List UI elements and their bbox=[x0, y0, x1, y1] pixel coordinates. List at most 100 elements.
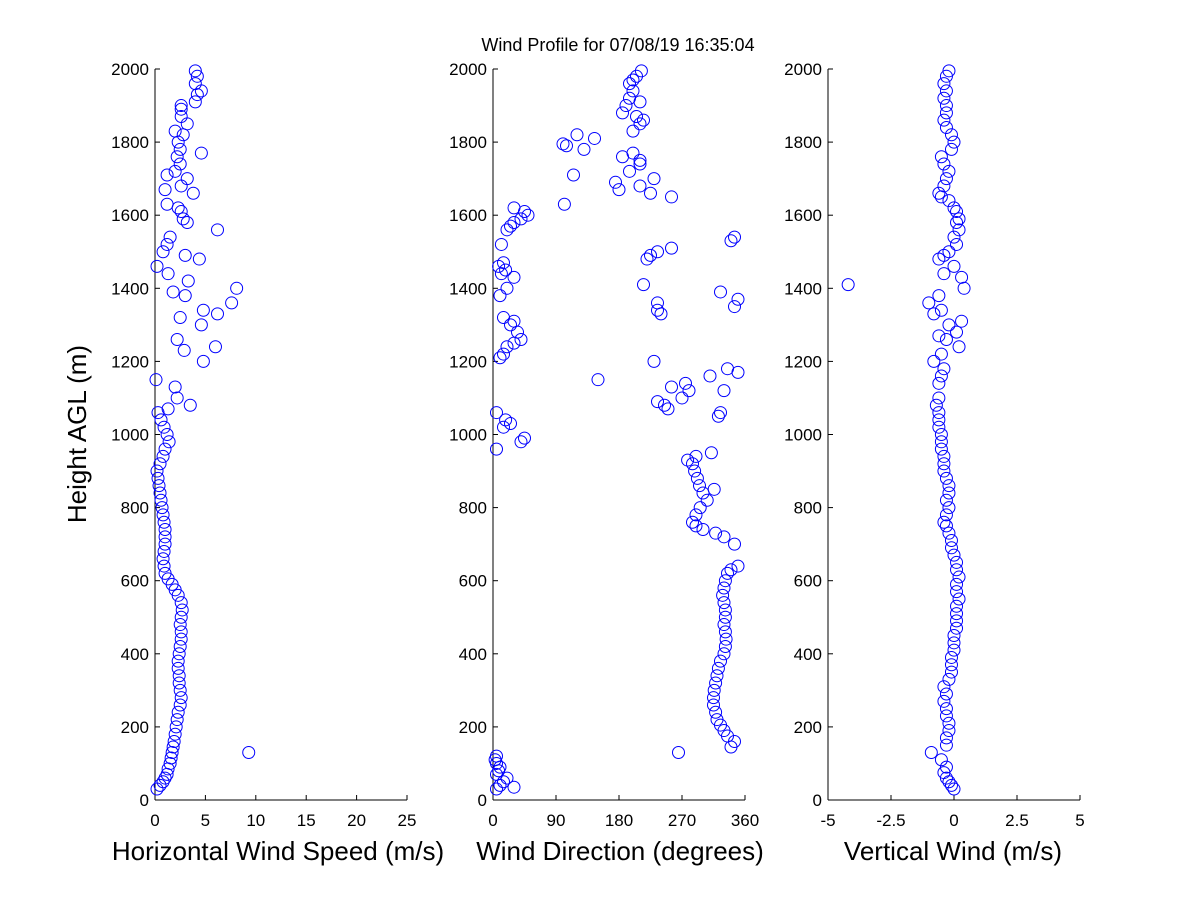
data-point bbox=[952, 570, 966, 584]
data-point bbox=[937, 680, 951, 694]
data-point bbox=[156, 245, 170, 259]
y-tick-label: 400 bbox=[459, 645, 487, 664]
x-tick-label: -5 bbox=[820, 811, 835, 830]
data-point bbox=[950, 614, 964, 628]
y-tick-label: 1400 bbox=[111, 279, 149, 298]
data-point bbox=[718, 603, 732, 617]
data-point bbox=[623, 164, 636, 178]
data-point bbox=[158, 537, 172, 551]
data-point bbox=[493, 351, 507, 365]
x-tick-label: 2.5 bbox=[1005, 811, 1029, 830]
data-point bbox=[927, 354, 941, 368]
data-point bbox=[174, 102, 188, 116]
data-point bbox=[718, 639, 732, 653]
y-tick-label: 400 bbox=[121, 645, 149, 664]
data-point bbox=[157, 559, 171, 573]
x-tick-label: 180 bbox=[605, 811, 633, 830]
data-point bbox=[157, 420, 171, 434]
data-point bbox=[942, 486, 956, 500]
data-point bbox=[665, 241, 678, 255]
data-point bbox=[160, 237, 174, 251]
data-point bbox=[637, 113, 650, 127]
data-point bbox=[177, 343, 191, 357]
x-tick-label: 360 bbox=[731, 811, 759, 830]
data-point bbox=[952, 223, 966, 237]
data-point bbox=[560, 139, 573, 153]
data-point bbox=[672, 745, 685, 759]
data-point bbox=[242, 745, 256, 759]
data-point bbox=[658, 398, 671, 412]
data-point bbox=[170, 713, 184, 727]
data-point bbox=[494, 237, 508, 251]
data-point bbox=[716, 588, 730, 602]
data-point bbox=[210, 223, 224, 237]
data-point bbox=[497, 420, 510, 434]
y-tick-label: 800 bbox=[794, 499, 822, 518]
data-point bbox=[500, 340, 514, 354]
data-point bbox=[160, 197, 174, 211]
data-point bbox=[717, 581, 731, 595]
data-point bbox=[626, 84, 640, 98]
data-point bbox=[557, 197, 571, 211]
data-point bbox=[700, 493, 714, 507]
data-point bbox=[196, 354, 210, 368]
data-point bbox=[570, 128, 584, 142]
data-point bbox=[937, 694, 951, 708]
data-point bbox=[154, 413, 168, 427]
data-point bbox=[188, 64, 202, 78]
data-point bbox=[158, 771, 172, 785]
data-point bbox=[950, 237, 964, 251]
data-point bbox=[711, 409, 725, 423]
data-point bbox=[711, 661, 725, 675]
data-point bbox=[156, 775, 170, 789]
data-point bbox=[718, 574, 732, 588]
data-point bbox=[932, 413, 946, 427]
data-point bbox=[942, 526, 956, 540]
data-point bbox=[507, 270, 521, 284]
data-point bbox=[173, 639, 187, 653]
y-tick-label: 0 bbox=[140, 791, 149, 810]
data-point bbox=[171, 705, 185, 719]
data-point bbox=[704, 446, 718, 460]
data-point bbox=[939, 760, 953, 774]
x-tick-label: 0 bbox=[150, 811, 159, 830]
data-point bbox=[947, 643, 961, 657]
data-point bbox=[947, 629, 961, 643]
data-point bbox=[174, 610, 188, 624]
data-point bbox=[174, 110, 188, 124]
data-point bbox=[174, 99, 188, 113]
data-point bbox=[174, 179, 188, 193]
data-point bbox=[717, 384, 731, 398]
data-point bbox=[707, 691, 720, 705]
data-point bbox=[161, 267, 175, 281]
data-point bbox=[633, 153, 647, 167]
data-point bbox=[937, 449, 951, 463]
data-point bbox=[153, 457, 167, 471]
data-point bbox=[153, 778, 167, 792]
data-point bbox=[158, 523, 172, 537]
data-point bbox=[934, 369, 948, 383]
data-point bbox=[944, 778, 958, 792]
data-point bbox=[942, 672, 956, 686]
data-point bbox=[932, 186, 946, 200]
x-axis-label: Vertical Wind (m/s) bbox=[844, 836, 1062, 866]
data-point bbox=[158, 566, 172, 580]
data-point bbox=[932, 420, 946, 434]
data-point bbox=[721, 362, 734, 376]
data-point bbox=[171, 661, 185, 675]
x-tick-label: 20 bbox=[347, 811, 366, 830]
y-tick-label: 1600 bbox=[111, 206, 149, 225]
data-point bbox=[168, 124, 182, 138]
data-point bbox=[929, 398, 943, 412]
data-point bbox=[156, 449, 170, 463]
x-tick-label: 25 bbox=[398, 811, 417, 830]
data-point bbox=[688, 464, 702, 478]
panel-3: 0 200 400 600 800 1000 1200 1400 1600 1800 2000 -5 -… bbox=[784, 60, 1085, 866]
data-point bbox=[947, 135, 961, 149]
y-tick-label: 1200 bbox=[449, 352, 487, 371]
data-point bbox=[174, 691, 188, 705]
data-point bbox=[630, 110, 643, 124]
data-point bbox=[174, 596, 188, 610]
data-point bbox=[939, 738, 953, 752]
